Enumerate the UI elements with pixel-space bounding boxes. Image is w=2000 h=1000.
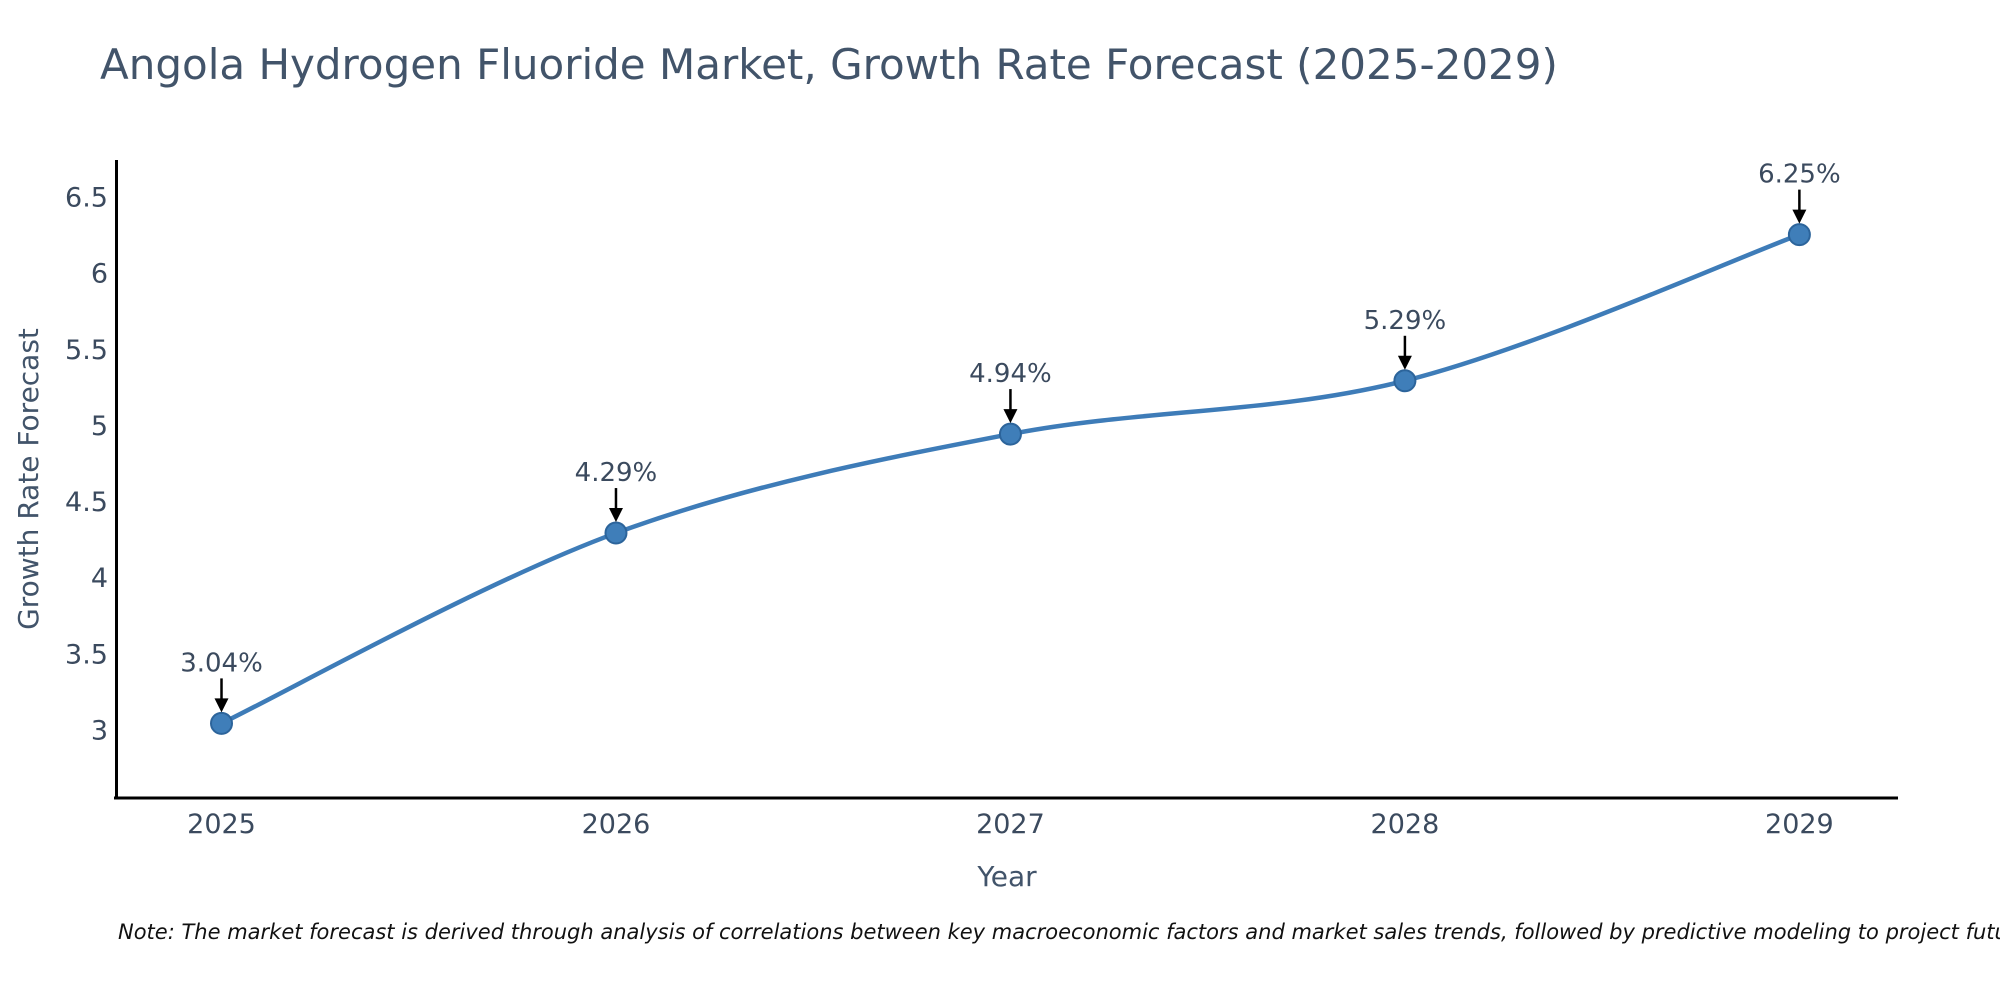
annotation-arrowhead-icon xyxy=(1003,409,1018,424)
point-annotations: 3.04% 4.29% 4.94% 5.29% 6.25% xyxy=(180,160,1841,713)
data-point-marker xyxy=(998,422,1022,446)
chart-title: Angola Hydrogen Fluoride Market, Growth … xyxy=(100,40,1558,89)
x-tick-label: 2029 xyxy=(1765,809,1834,840)
y-tick-label: 6 xyxy=(91,259,108,290)
point-value-label: 4.29% xyxy=(575,458,658,488)
x-tick-label: 2026 xyxy=(582,809,651,840)
x-tick-label: 2028 xyxy=(1371,809,1440,840)
y-tick-label: 3.5 xyxy=(65,639,108,670)
point-value-label: 3.04% xyxy=(180,648,263,678)
growth-rate-line xyxy=(219,232,1802,726)
data-point-marker xyxy=(210,711,234,735)
data-point-marker xyxy=(1393,369,1417,393)
x-tick-label: 2027 xyxy=(976,809,1045,840)
y-tick-label: 4 xyxy=(91,563,108,594)
axis-tick-labels: 3 3.5 4 4.5 5 5.5 6 6.5 2025 2026 2027 2028 2029 xyxy=(65,183,1834,840)
y-tick-label: 5.5 xyxy=(65,335,108,366)
point-value-label: 6.25% xyxy=(1758,160,1841,190)
y-tick-label: 4.5 xyxy=(65,487,108,518)
data-point-marker xyxy=(1787,223,1811,247)
y-tick-label: 3 xyxy=(91,715,108,746)
x-axis-title: Year xyxy=(976,860,1037,893)
annotation-arrowhead-icon xyxy=(608,508,623,523)
x-tick-label: 2025 xyxy=(187,809,256,840)
data-series xyxy=(210,223,1811,735)
point-value-label: 4.94% xyxy=(969,359,1052,389)
footnote: Note: The market forecast is derived thr… xyxy=(118,920,2000,944)
y-tick-label: 6.5 xyxy=(65,183,108,214)
annotation-arrowhead-icon xyxy=(214,698,229,713)
annotation-arrowhead-icon xyxy=(1792,209,1807,224)
annotation-arrowhead-icon xyxy=(1397,355,1412,370)
y-axis-title: Growth Rate Forecast xyxy=(12,328,45,630)
point-value-label: 5.29% xyxy=(1364,306,1447,336)
y-tick-label: 5 xyxy=(91,411,108,442)
data-point-marker xyxy=(604,521,628,545)
axes-spines xyxy=(114,160,1898,800)
